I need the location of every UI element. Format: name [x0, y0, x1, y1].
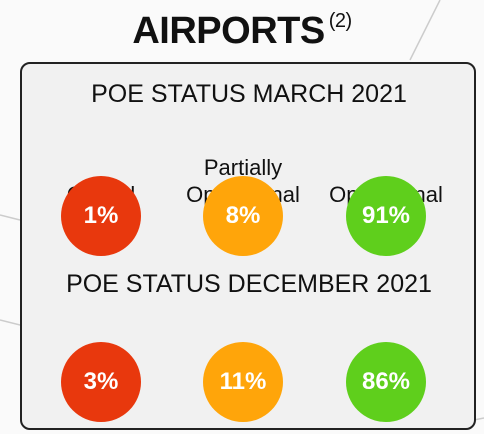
- status-value: 1%: [61, 176, 141, 256]
- status-box: POE STATUS MARCH 2021Closed1%Partially O…: [20, 62, 476, 430]
- title-note: (2): [328, 10, 352, 32]
- title: AIRPORTS: [132, 10, 325, 52]
- status-value: 8%: [203, 176, 283, 256]
- status-value: 86%: [346, 342, 426, 422]
- status-value: 11%: [203, 342, 283, 422]
- section-heading: POE STATUS MARCH 2021: [91, 80, 407, 108]
- title-wrap: AIRPORTS (2): [0, 10, 484, 53]
- status-value: 3%: [61, 342, 141, 422]
- status-value: 91%: [346, 176, 426, 256]
- section-heading: POE STATUS DECEMBER 2021: [66, 270, 432, 298]
